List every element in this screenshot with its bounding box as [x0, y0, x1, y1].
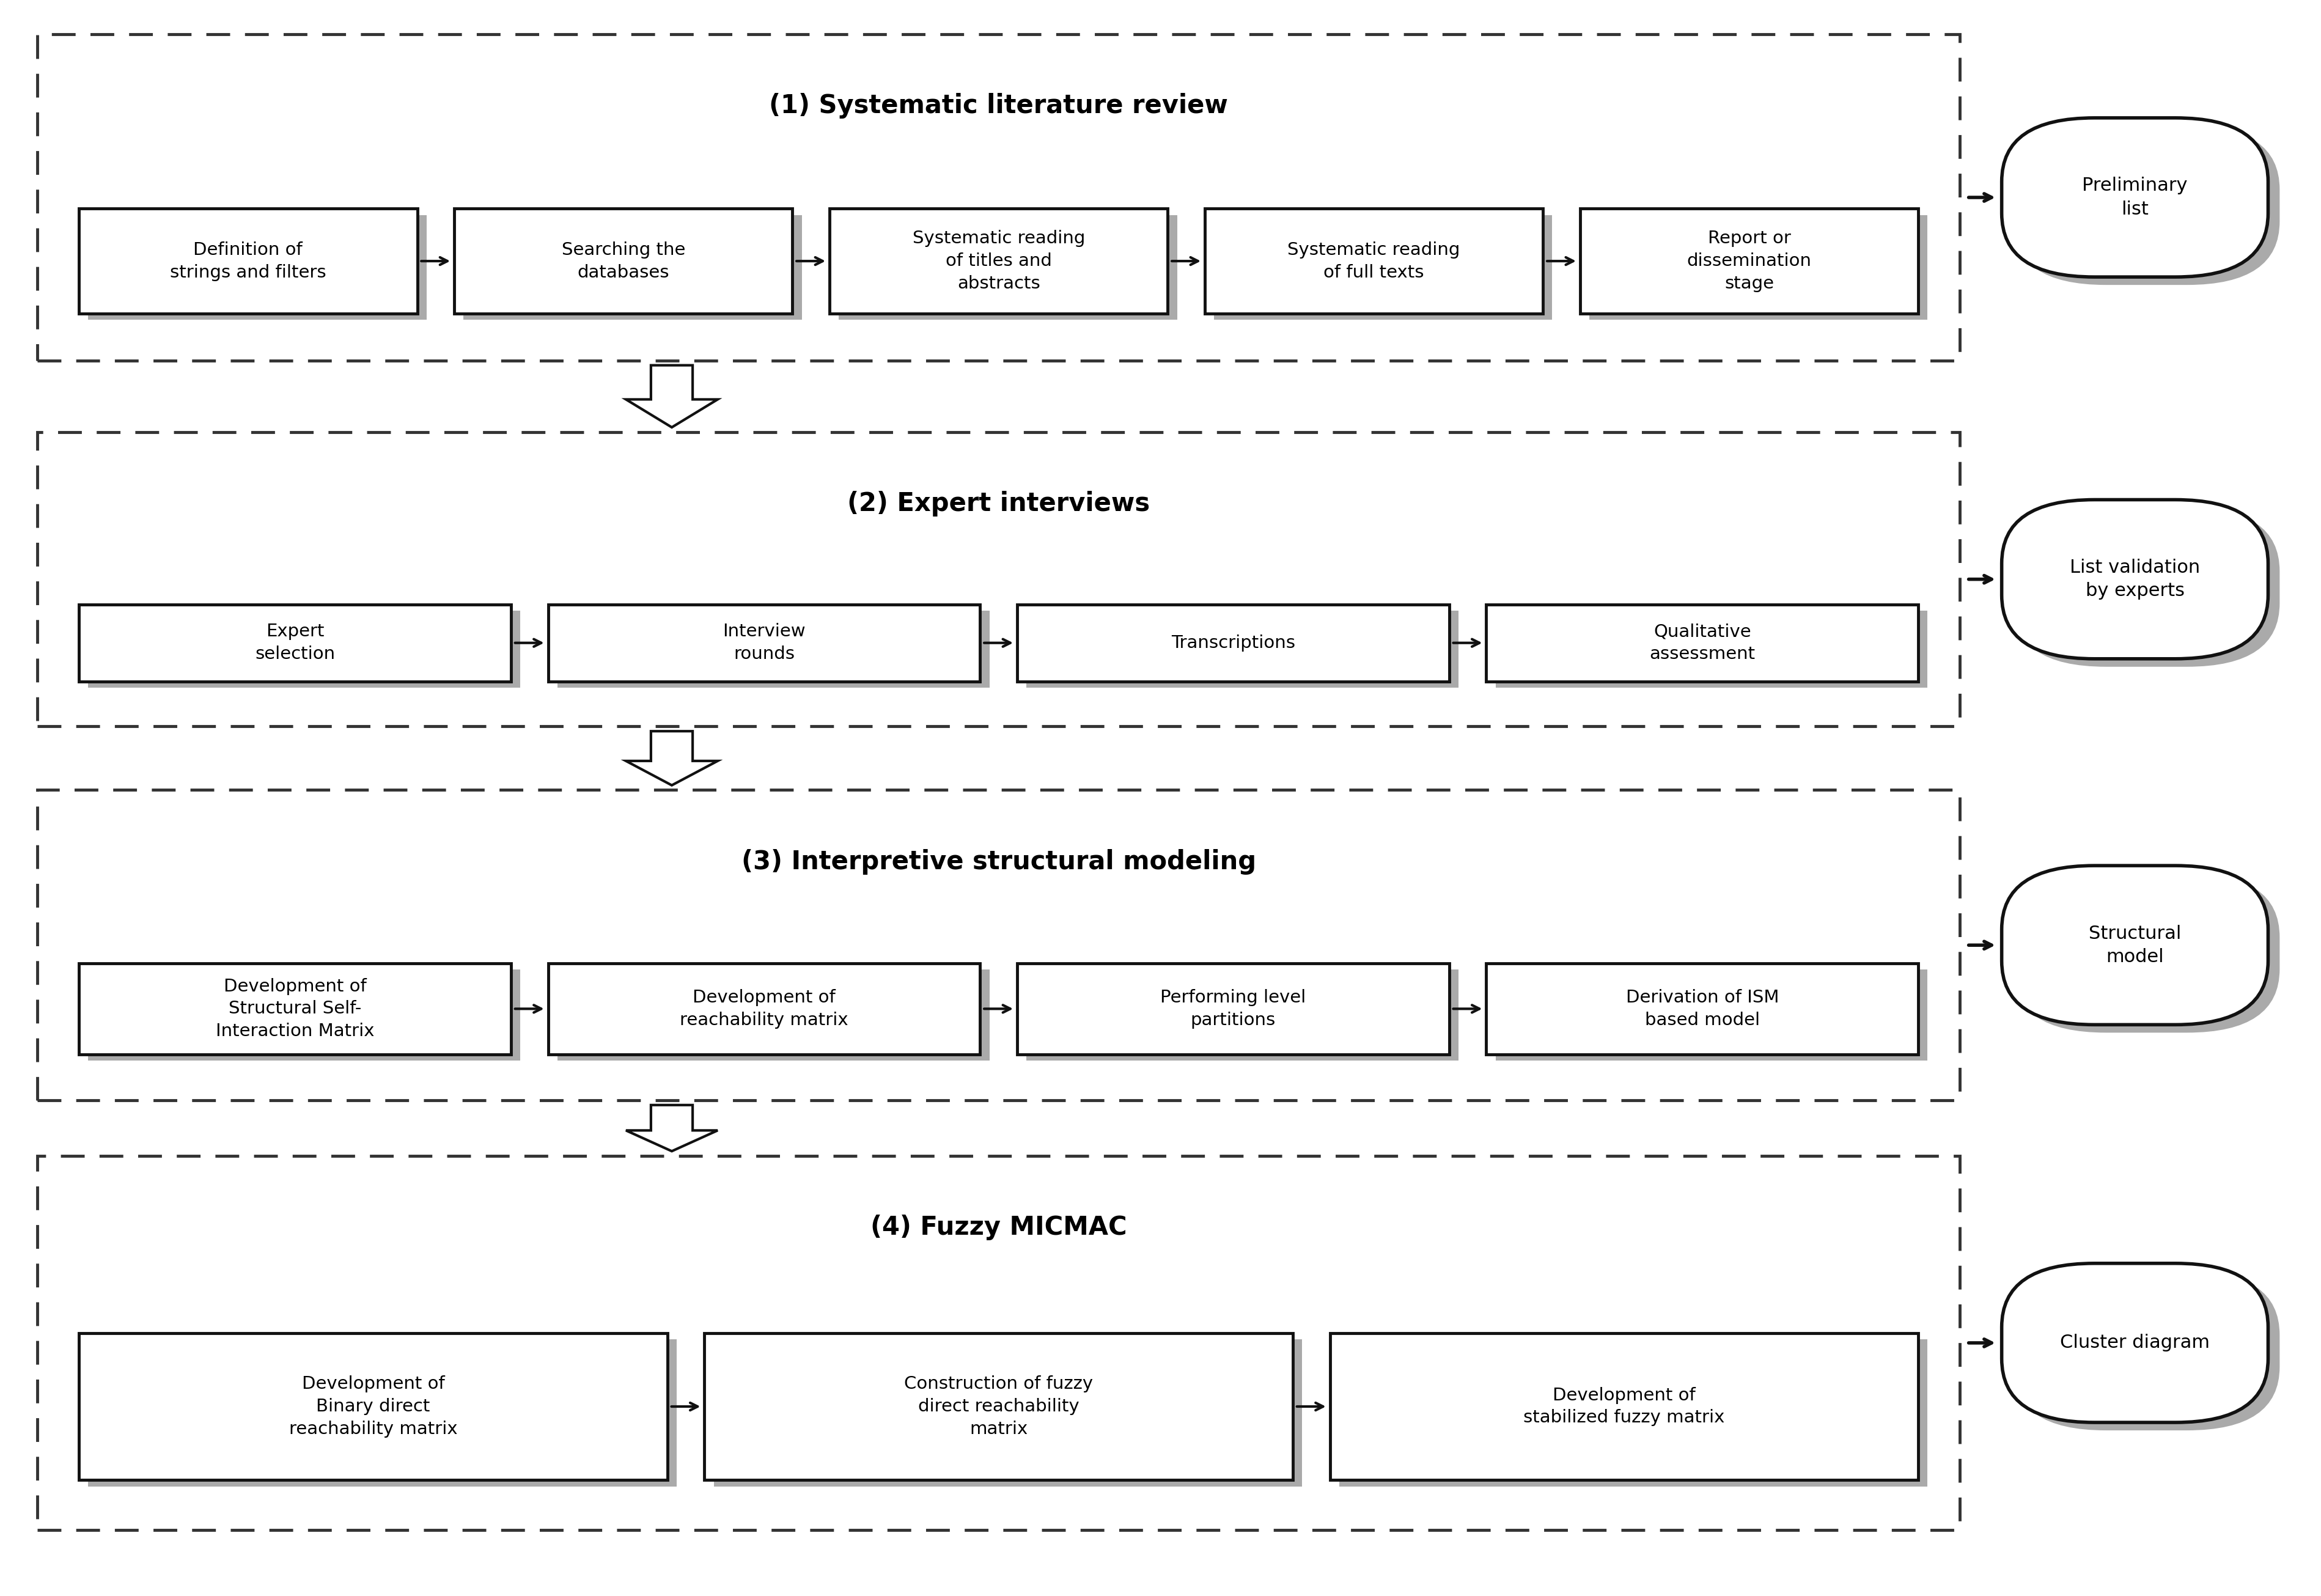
Bar: [37, 433, 1959, 726]
Text: Expert
selection: Expert selection: [255, 622, 334, 662]
Text: (3) Interpretive structural modeling: (3) Interpretive structural modeling: [740, 849, 1256, 875]
Bar: [1026, 970, 1458, 1061]
Bar: [1495, 611, 1926, 688]
Bar: [79, 605, 511, 681]
Text: Definition of
strings and filters: Definition of strings and filters: [169, 241, 327, 281]
Text: Development of
reachability matrix: Development of reachability matrix: [680, 990, 847, 1028]
Bar: [1485, 605, 1917, 681]
Text: Report or
dissemination
stage: Report or dissemination stage: [1687, 230, 1810, 292]
Bar: [1214, 215, 1553, 319]
Bar: [1339, 1339, 1926, 1486]
Bar: [88, 215, 427, 319]
Bar: [1026, 611, 1458, 688]
Bar: [1205, 209, 1543, 313]
Text: Development of
Structural Self-
Interaction Matrix: Development of Structural Self- Interact…: [216, 978, 374, 1041]
Bar: [37, 1156, 1959, 1531]
Polygon shape: [627, 1104, 717, 1151]
Text: Transcriptions: Transcriptions: [1170, 634, 1295, 651]
Text: Searching the
databases: Searching the databases: [562, 241, 685, 281]
Text: Systematic reading
of titles and
abstracts: Systematic reading of titles and abstrac…: [912, 230, 1084, 292]
Bar: [455, 209, 791, 313]
Bar: [1590, 215, 1926, 319]
Text: Cluster diagram: Cluster diagram: [2059, 1334, 2210, 1352]
Text: Preliminary
list: Preliminary list: [2082, 177, 2186, 219]
FancyBboxPatch shape: [2001, 865, 2268, 1025]
Bar: [838, 215, 1177, 319]
Text: (2) Expert interviews: (2) Expert interviews: [847, 492, 1149, 517]
Text: Interview
rounds: Interview rounds: [722, 622, 805, 662]
Bar: [88, 611, 520, 688]
Text: Development of
Binary direct
reachability matrix: Development of Binary direct reachabilit…: [288, 1376, 457, 1438]
Bar: [464, 215, 801, 319]
Text: Construction of fuzzy
direct reachability
matrix: Construction of fuzzy direct reachabilit…: [903, 1376, 1093, 1438]
Bar: [37, 790, 1959, 1100]
Bar: [548, 964, 979, 1055]
Text: (1) Systematic literature review: (1) Systematic literature review: [768, 93, 1228, 118]
Polygon shape: [627, 731, 717, 785]
Text: Development of
stabilized fuzzy matrix: Development of stabilized fuzzy matrix: [1523, 1387, 1725, 1427]
Text: Performing level
partitions: Performing level partitions: [1160, 990, 1307, 1028]
Bar: [1495, 970, 1926, 1061]
FancyBboxPatch shape: [2012, 126, 2279, 286]
Bar: [703, 1333, 1293, 1479]
FancyBboxPatch shape: [2001, 500, 2268, 659]
Bar: [1017, 964, 1448, 1055]
Text: Derivation of ISM
based model: Derivation of ISM based model: [1625, 990, 1778, 1028]
Bar: [79, 209, 418, 313]
FancyBboxPatch shape: [2012, 508, 2279, 667]
Bar: [829, 209, 1167, 313]
FancyBboxPatch shape: [2012, 1272, 2279, 1430]
Bar: [79, 964, 511, 1055]
Text: List validation
by experts: List validation by experts: [2070, 559, 2200, 600]
Text: Qualitative
assessment: Qualitative assessment: [1648, 622, 1755, 662]
Bar: [1330, 1333, 1917, 1479]
Polygon shape: [627, 365, 717, 428]
Bar: [79, 1333, 666, 1479]
Bar: [1017, 605, 1448, 681]
Text: Structural
model: Structural model: [2089, 924, 2182, 966]
FancyBboxPatch shape: [2001, 118, 2268, 278]
Text: Systematic reading
of full texts: Systematic reading of full texts: [1288, 241, 1460, 281]
Bar: [37, 35, 1959, 361]
FancyBboxPatch shape: [2012, 873, 2279, 1033]
Bar: [713, 1339, 1302, 1486]
Bar: [557, 970, 989, 1061]
Bar: [88, 1339, 675, 1486]
Text: (4) Fuzzy MICMAC: (4) Fuzzy MICMAC: [870, 1215, 1126, 1240]
Bar: [1581, 209, 1917, 313]
Bar: [1485, 964, 1917, 1055]
Bar: [88, 970, 520, 1061]
Bar: [557, 611, 989, 688]
FancyBboxPatch shape: [2001, 1264, 2268, 1422]
Bar: [548, 605, 979, 681]
